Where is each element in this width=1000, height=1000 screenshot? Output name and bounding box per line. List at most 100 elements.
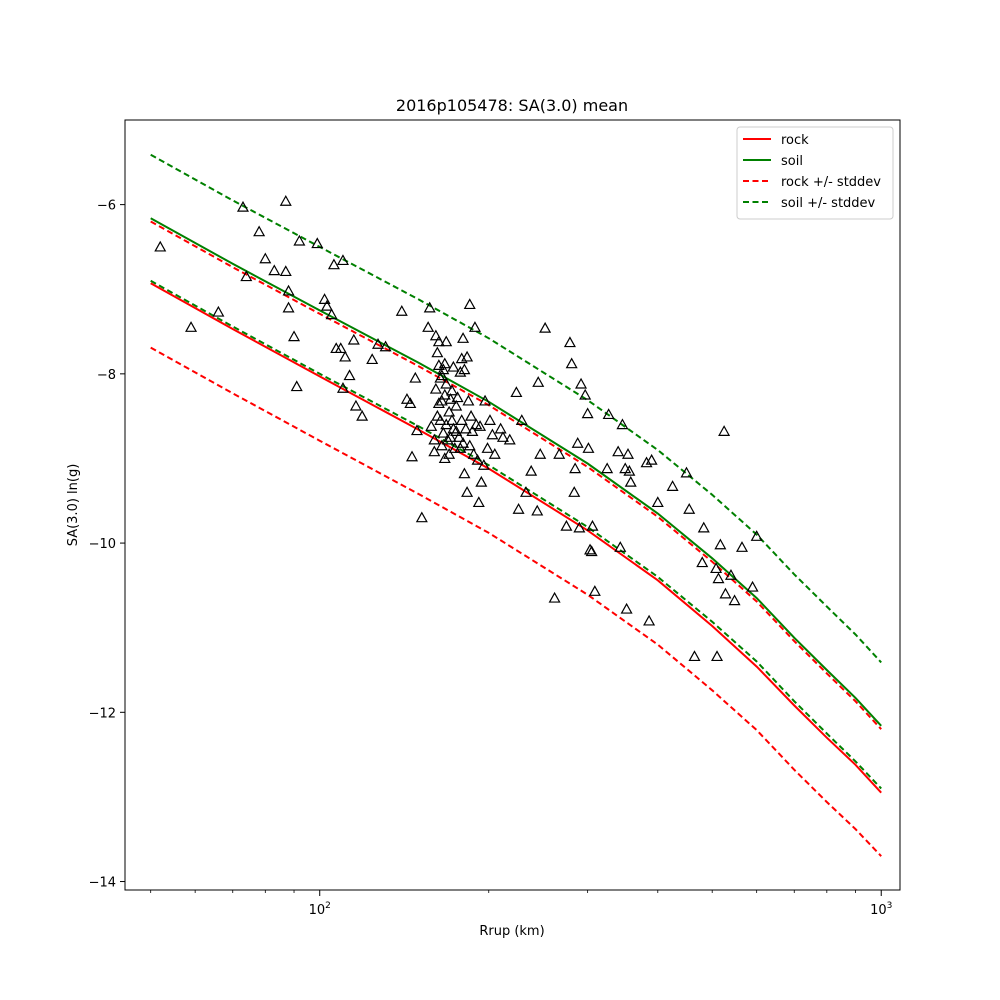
data-point bbox=[666, 480, 679, 491]
data-point bbox=[457, 436, 470, 448]
data-point bbox=[422, 321, 435, 332]
y-axis-label: SA(3.0) ln(g) bbox=[66, 464, 81, 547]
data-point bbox=[525, 464, 538, 476]
data-point bbox=[503, 433, 516, 445]
data-point bbox=[293, 234, 306, 246]
x-tick-label: 102 bbox=[309, 901, 331, 918]
data-point bbox=[435, 394, 448, 406]
data-point bbox=[432, 335, 445, 347]
data-point bbox=[349, 399, 362, 411]
data-point bbox=[438, 357, 451, 369]
data-point bbox=[579, 388, 592, 400]
data-point bbox=[728, 594, 741, 606]
legend-box bbox=[736, 126, 894, 220]
data-point bbox=[560, 519, 573, 531]
data-point bbox=[565, 357, 578, 369]
data-point bbox=[463, 298, 476, 310]
data-point bbox=[444, 431, 457, 442]
data-point bbox=[621, 447, 635, 459]
data-point bbox=[404, 397, 417, 409]
data-point bbox=[510, 386, 523, 398]
data-point bbox=[327, 258, 340, 270]
data-point bbox=[612, 445, 625, 457]
data-point bbox=[479, 394, 492, 406]
y-tick-label: −8 bbox=[97, 368, 116, 383]
chart-title: 2016p105478: SA(3.0) mean bbox=[396, 96, 628, 115]
data-point bbox=[750, 530, 763, 541]
plot-layer bbox=[150, 153, 882, 857]
data-point bbox=[437, 363, 450, 375]
data-point bbox=[440, 377, 453, 389]
data-point bbox=[494, 422, 507, 434]
data-point bbox=[400, 392, 413, 404]
data-point bbox=[472, 496, 485, 508]
data-point bbox=[582, 442, 595, 453]
data-point bbox=[548, 591, 561, 603]
data-point bbox=[488, 447, 501, 459]
x-axis-label: Rrup (km) bbox=[479, 924, 544, 939]
data-point bbox=[643, 614, 656, 626]
data-point bbox=[475, 475, 488, 487]
data-point bbox=[688, 650, 701, 662]
data-point bbox=[347, 333, 360, 345]
data-point bbox=[431, 346, 444, 358]
data-point bbox=[409, 371, 422, 383]
data-point bbox=[461, 486, 474, 497]
data-point bbox=[601, 462, 614, 474]
data-point bbox=[282, 284, 295, 296]
data-point bbox=[553, 447, 566, 459]
legend: rock soil rock +/- stddev soil +/- stddev bbox=[736, 126, 894, 220]
data-point bbox=[471, 453, 484, 465]
ticks-layer: −14 −12 −10 −8 −6 102 103 bbox=[89, 199, 893, 918]
data-point bbox=[746, 580, 759, 592]
data-point bbox=[279, 194, 292, 206]
data-point bbox=[585, 545, 598, 557]
data-point bbox=[683, 502, 696, 514]
data-point bbox=[571, 436, 584, 448]
data-point bbox=[458, 363, 471, 375]
data-point bbox=[455, 414, 468, 425]
data-point bbox=[588, 585, 601, 596]
data-point bbox=[616, 418, 629, 430]
data-point bbox=[428, 445, 441, 457]
data-point bbox=[454, 365, 467, 377]
data-point bbox=[651, 496, 664, 508]
data-point bbox=[434, 414, 447, 425]
data-point bbox=[481, 442, 494, 453]
data-point bbox=[443, 405, 456, 417]
data-point bbox=[461, 350, 474, 362]
legend-label: soil bbox=[781, 154, 803, 169]
data-point bbox=[259, 252, 272, 264]
data-point bbox=[435, 369, 448, 381]
data-point bbox=[410, 424, 423, 436]
data-point bbox=[444, 392, 457, 404]
data-point bbox=[450, 399, 463, 411]
data-point bbox=[496, 431, 509, 442]
data-point bbox=[343, 369, 356, 381]
data-point bbox=[519, 486, 533, 497]
y-tick-label: −6 bbox=[97, 199, 116, 214]
data-point bbox=[532, 376, 545, 387]
data-point bbox=[253, 225, 266, 237]
data-point bbox=[568, 486, 581, 497]
data-point bbox=[477, 458, 490, 470]
data-point bbox=[719, 587, 732, 599]
data-point bbox=[563, 336, 576, 348]
data-point bbox=[415, 511, 428, 523]
data-point bbox=[620, 602, 633, 614]
data-point bbox=[624, 475, 637, 487]
data-point bbox=[445, 384, 458, 396]
data-point bbox=[712, 572, 725, 584]
data-point bbox=[581, 407, 594, 419]
data-point bbox=[320, 299, 333, 311]
data-point bbox=[356, 409, 369, 421]
data-point bbox=[311, 237, 324, 249]
data-point bbox=[450, 425, 463, 436]
data-point bbox=[711, 650, 724, 662]
data-point bbox=[429, 382, 442, 394]
data-point bbox=[512, 502, 525, 514]
y-tick-label: −12 bbox=[89, 706, 116, 721]
data-point bbox=[447, 360, 460, 372]
data-point bbox=[282, 301, 295, 313]
